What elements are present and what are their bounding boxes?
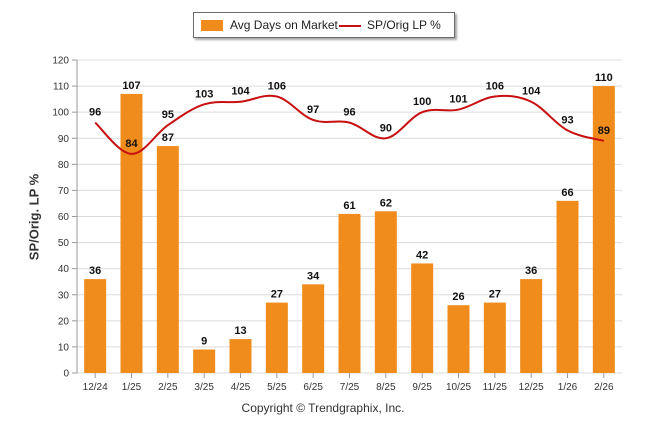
y-tick-label: 120: [52, 56, 69, 67]
bar: [338, 213, 361, 373]
legend-line-swatch: [339, 25, 361, 27]
bar: [592, 86, 615, 373]
bar-value-label: 36: [89, 265, 101, 277]
bar: [556, 200, 579, 373]
bar: [265, 302, 288, 373]
bar: [193, 349, 216, 373]
bar-value-label: 110: [595, 72, 613, 84]
chart-legend: Avg Days on Market SP/Orig LP %: [193, 12, 455, 38]
bar-value-label: 66: [561, 187, 573, 199]
bar-value-label: 36: [525, 265, 537, 277]
bar: [84, 279, 107, 373]
bar-value-label: 62: [380, 197, 392, 209]
y-tick-label: 40: [58, 264, 70, 275]
x-tick-label: 1/26: [558, 382, 578, 393]
x-tick-label: 1/25: [122, 382, 142, 393]
bar: [229, 339, 252, 373]
x-tick-label: 9/25: [412, 382, 432, 393]
x-tick-label: 12/25: [519, 382, 544, 393]
bar-value-label: 107: [122, 80, 140, 92]
line-series: [94, 94, 605, 155]
line-value-label: 96: [343, 107, 355, 119]
x-tick-label: 12/24: [83, 382, 108, 393]
x-tick-label: 2/26: [594, 382, 614, 393]
legend-line-label: SP/Orig LP %: [367, 18, 441, 32]
y-tick-label: 60: [58, 212, 70, 223]
copyright-text: Copyright © Trendgraphix, Inc.: [241, 401, 405, 415]
line-value-label: 84: [125, 138, 138, 150]
bar-value-label: 13: [234, 325, 246, 337]
x-tick-label: 11/25: [483, 382, 508, 393]
y-tick-label: 10: [58, 342, 70, 353]
x-tick-label: 2/25: [158, 382, 178, 393]
line-value-label: 89: [598, 125, 610, 137]
legend-bar-label: Avg Days on Market: [230, 18, 338, 32]
line-value-label: 104: [522, 86, 541, 98]
bar: [302, 284, 325, 373]
line-value-label: 103: [195, 88, 213, 100]
bar: [411, 263, 434, 373]
y-tick-label: 50: [58, 238, 70, 249]
bar: [374, 211, 397, 373]
x-tick-label: 10/25: [446, 382, 471, 393]
bar-value-label: 61: [343, 200, 355, 212]
y-tick-label: 100: [52, 108, 69, 119]
line-value-label: 93: [561, 114, 573, 126]
x-tick-label: 5/25: [267, 382, 287, 393]
x-tick-label: 8/25: [376, 382, 396, 393]
legend-bar-swatch: [201, 20, 223, 31]
bar: [156, 146, 179, 373]
line-value-label: 95: [162, 109, 174, 121]
x-tick-label: 4/25: [231, 382, 251, 393]
bar-value-label: 9: [201, 336, 207, 348]
bar-value-label: 87: [162, 132, 174, 144]
line-value-label: 100: [413, 96, 431, 108]
y-tick-label: 0: [63, 369, 69, 380]
y-tick-label: 80: [58, 160, 70, 171]
bar: [483, 302, 506, 373]
line-value-label: 104: [231, 86, 250, 98]
y-axis-title: SP/Orig. LP %: [26, 173, 42, 261]
bar-value-label: 26: [452, 291, 464, 303]
line-value-label: 96: [89, 107, 101, 119]
y-tick-label: 110: [53, 82, 69, 93]
y-tick-label: 90: [58, 134, 70, 145]
x-tick-label: 7/25: [340, 382, 360, 393]
line-value-label: 101: [449, 94, 467, 106]
y-tick-label: 30: [58, 290, 70, 301]
bar-value-label: 42: [416, 249, 428, 261]
line-value-label: 106: [268, 81, 286, 93]
bar: [120, 93, 143, 374]
bar: [447, 305, 470, 373]
y-tick-label: 20: [58, 316, 70, 327]
x-tick-label: 3/25: [194, 382, 214, 393]
line-value-label: 106: [486, 81, 504, 93]
bar-value-label: 27: [271, 289, 283, 301]
bar-value-label: 34: [307, 270, 320, 282]
bar: [520, 279, 543, 373]
x-tick-label: 6/25: [303, 382, 323, 393]
y-tick-label: 70: [58, 186, 70, 197]
bar-value-label: 27: [489, 289, 501, 301]
line-value-label: 97: [307, 104, 319, 116]
line-value-label: 90: [380, 122, 392, 134]
